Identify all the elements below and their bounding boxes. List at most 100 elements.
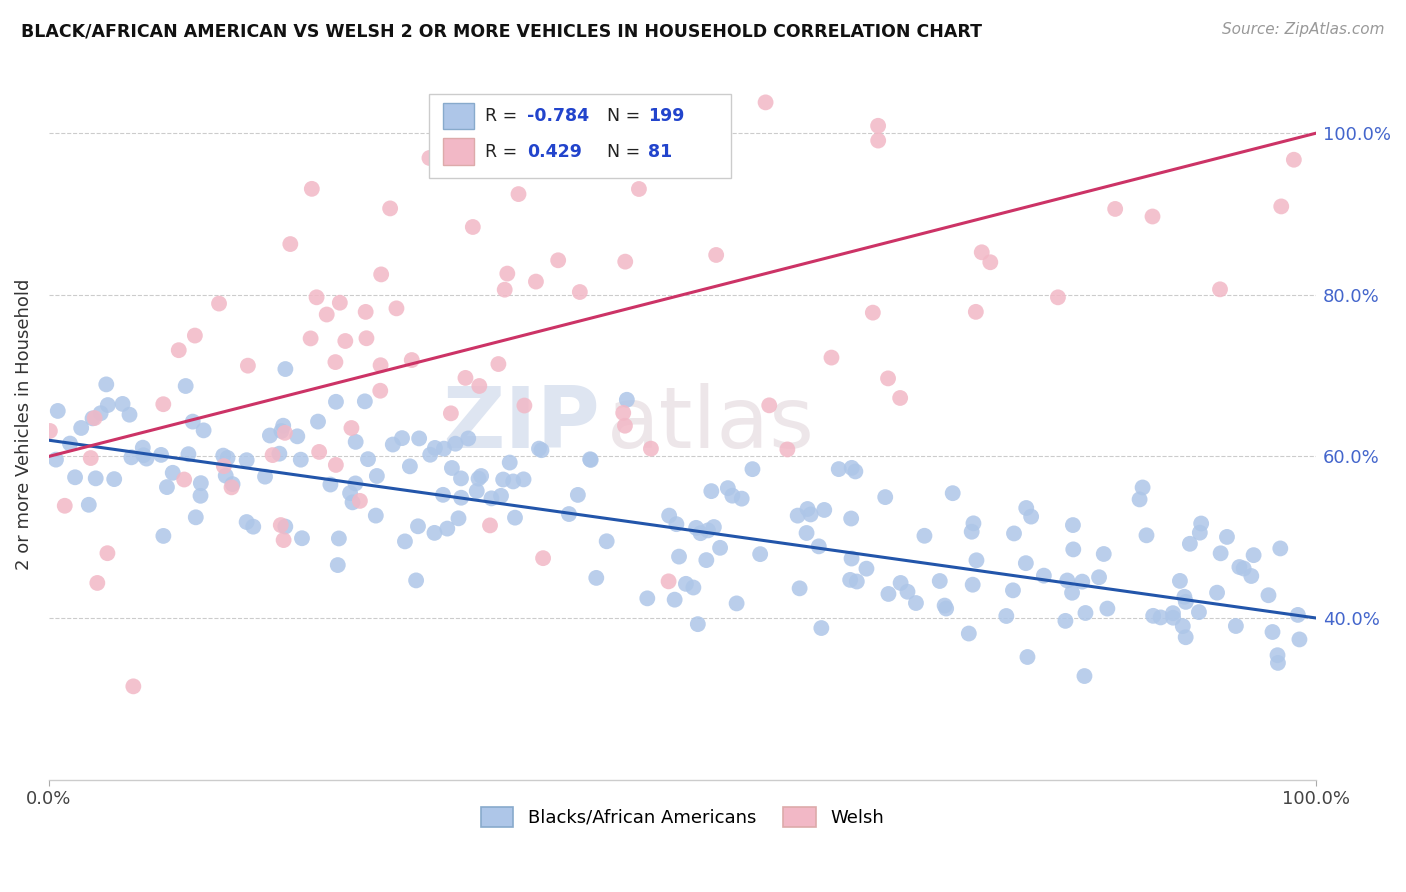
Point — [344, 476, 367, 491]
Point — [1225, 619, 1247, 633]
Point — [423, 441, 446, 455]
Point — [1060, 586, 1083, 600]
Point — [530, 443, 553, 458]
Point — [725, 596, 748, 610]
Point — [700, 484, 723, 499]
Point — [450, 471, 472, 485]
Point — [668, 549, 690, 564]
Point — [877, 371, 900, 385]
Point — [254, 469, 277, 483]
Point — [177, 447, 200, 461]
Point — [810, 621, 832, 635]
Point — [1062, 542, 1084, 557]
Point — [1074, 606, 1097, 620]
Point — [585, 571, 607, 585]
Point — [807, 540, 830, 554]
Point — [370, 268, 392, 282]
Point — [962, 577, 984, 591]
Point — [454, 371, 477, 385]
Point — [695, 553, 717, 567]
Point — [184, 510, 207, 524]
Text: 0.429: 0.429 — [527, 143, 582, 161]
Point — [689, 526, 711, 541]
Point — [492, 473, 515, 487]
Point — [614, 254, 637, 268]
Point — [381, 437, 404, 451]
Point — [796, 526, 818, 541]
Point — [418, 151, 440, 165]
Point — [513, 399, 536, 413]
Point — [1178, 537, 1201, 551]
Point — [749, 547, 772, 561]
Point — [299, 331, 322, 345]
Point — [97, 398, 120, 412]
Point — [370, 358, 392, 372]
Point — [440, 406, 463, 420]
Point — [342, 495, 364, 509]
Point — [934, 599, 956, 613]
Point — [868, 119, 890, 133]
Point — [1046, 290, 1069, 304]
Point — [274, 362, 297, 376]
Text: R =: R = — [485, 107, 523, 125]
Point — [1174, 630, 1197, 644]
Point — [1171, 619, 1194, 633]
Point — [38, 424, 60, 438]
Point — [349, 494, 371, 508]
Point — [665, 517, 688, 532]
Point — [776, 442, 799, 457]
Point — [118, 408, 141, 422]
Point — [1229, 560, 1251, 574]
Point — [1240, 569, 1263, 583]
Point — [1209, 282, 1232, 296]
Point — [291, 531, 314, 545]
Point — [285, 429, 308, 443]
Text: BLACK/AFRICAN AMERICAN VS WELSH 2 OR MORE VEHICLES IN HOUSEHOLD CORRELATION CHAR: BLACK/AFRICAN AMERICAN VS WELSH 2 OR MOR… — [21, 22, 981, 40]
Point — [755, 95, 778, 110]
Point — [1233, 561, 1256, 575]
Point — [212, 449, 235, 463]
Point — [70, 421, 93, 435]
Point — [1188, 525, 1211, 540]
Point — [1071, 574, 1094, 589]
Point — [1206, 585, 1229, 599]
Point — [208, 296, 231, 310]
Point — [150, 448, 173, 462]
Point — [845, 574, 868, 589]
Point — [502, 475, 524, 489]
Point — [467, 472, 489, 486]
Point — [319, 477, 342, 491]
Point — [547, 253, 569, 268]
Point — [269, 447, 291, 461]
Point — [1286, 607, 1309, 622]
Text: 199: 199 — [648, 107, 685, 125]
Point — [503, 510, 526, 524]
Point — [1257, 588, 1279, 602]
Point — [235, 453, 257, 467]
Point — [193, 423, 215, 437]
Point — [181, 415, 204, 429]
Point — [329, 295, 352, 310]
Point — [470, 469, 492, 483]
Point — [612, 406, 634, 420]
Point — [703, 520, 725, 534]
Point — [307, 415, 329, 429]
Point — [800, 508, 823, 522]
Point — [685, 521, 707, 535]
Point — [889, 391, 911, 405]
Point — [496, 267, 519, 281]
Point — [83, 411, 105, 425]
Point — [664, 592, 686, 607]
Point — [419, 448, 441, 462]
Point — [391, 431, 413, 445]
Point — [896, 584, 918, 599]
Point — [1267, 648, 1289, 663]
Point — [741, 462, 763, 476]
Point — [717, 481, 740, 495]
Text: N =: N = — [607, 143, 651, 161]
Point — [928, 574, 950, 588]
Point — [406, 519, 429, 533]
Point — [640, 442, 662, 456]
Point — [444, 436, 467, 450]
Point — [274, 519, 297, 533]
